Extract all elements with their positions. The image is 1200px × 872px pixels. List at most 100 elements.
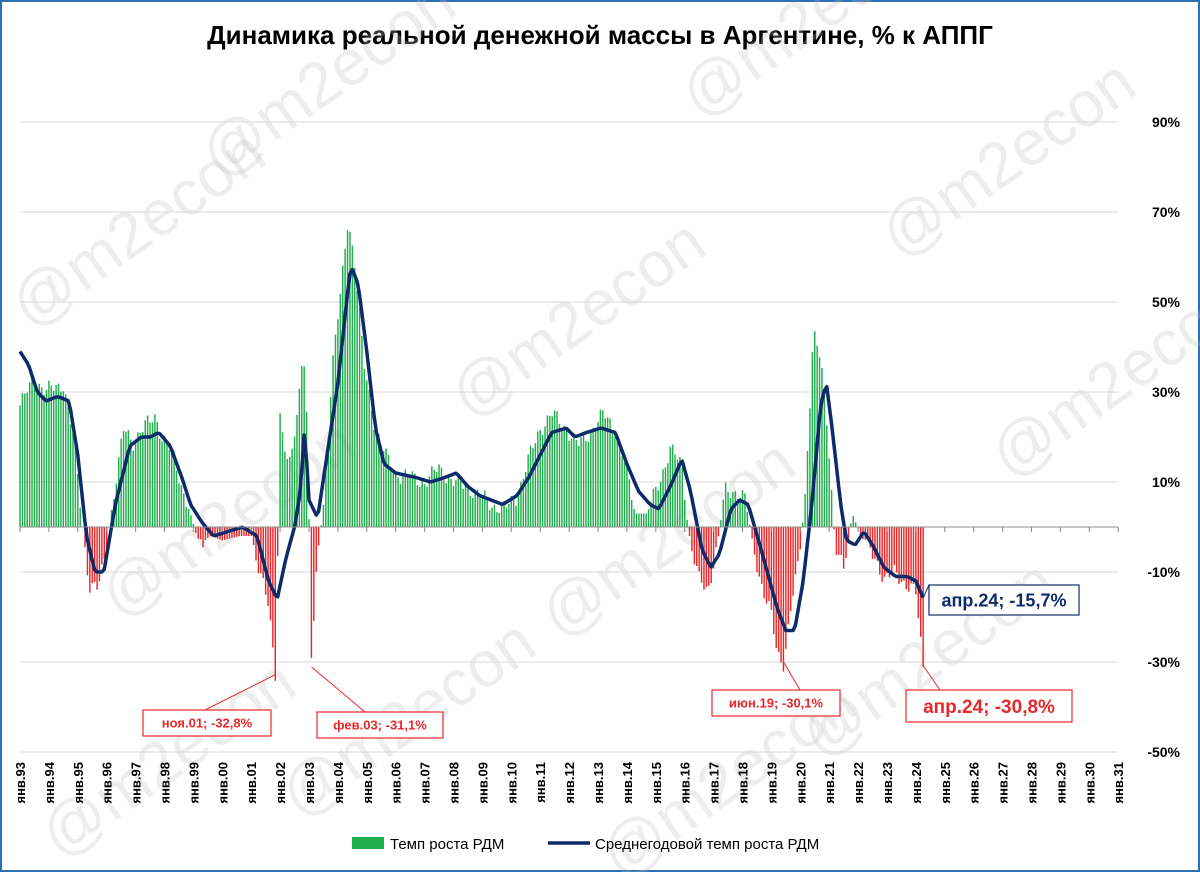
bar <box>777 527 780 652</box>
bar <box>683 499 686 527</box>
bar <box>146 415 149 527</box>
callout-box <box>316 711 444 739</box>
bar <box>739 498 741 527</box>
bar <box>404 469 407 527</box>
bar <box>609 418 611 527</box>
bar <box>696 527 698 567</box>
x-tick-label: янв.03 <box>302 762 317 804</box>
legend-line-label: Среднегодовой темп роста РДМ <box>595 836 819 853</box>
bar <box>378 433 380 527</box>
bar <box>838 527 840 555</box>
avg-growth-line <box>18 267 925 633</box>
bar <box>854 522 857 527</box>
bar <box>590 431 592 527</box>
x-tick-label: янв.28 <box>1025 762 1040 804</box>
bar <box>440 467 443 527</box>
y-tick-label: 50% <box>1152 294 1181 310</box>
bar <box>469 495 472 527</box>
x-tick-label: янв.31 <box>1111 762 1126 804</box>
bar <box>876 527 879 561</box>
watermark-text: @m2econ <box>667 0 948 131</box>
bar <box>421 480 423 527</box>
watermark-text: @m2econ <box>27 645 308 872</box>
bars-layer <box>19 230 924 681</box>
bar <box>818 357 821 527</box>
bar <box>780 527 782 663</box>
bar <box>797 527 799 562</box>
bar <box>358 307 361 527</box>
bar <box>84 527 86 547</box>
bar <box>166 442 168 527</box>
bar <box>445 483 447 527</box>
bar <box>433 469 435 527</box>
bar <box>734 491 736 527</box>
y-tick-label: 90% <box>1152 114 1181 130</box>
bar <box>36 388 38 527</box>
bar <box>60 391 62 527</box>
bar <box>313 527 315 621</box>
bar <box>869 527 871 548</box>
x-tick-label: янв.97 <box>129 762 144 804</box>
bar <box>830 489 833 527</box>
axis-layer: 90% 70% 50% 30% 10% -10% -30% -50% янв.93 янв.94 я… <box>13 114 1181 804</box>
bar <box>62 391 65 527</box>
bar <box>529 445 532 527</box>
bar <box>753 527 756 555</box>
bar <box>573 432 575 527</box>
bar <box>103 527 106 559</box>
x-tick-label: янв.13 <box>591 762 606 804</box>
bar <box>611 430 614 527</box>
bar <box>264 527 267 595</box>
bar <box>517 495 520 527</box>
bar <box>28 382 31 527</box>
bar <box>594 430 597 527</box>
bar <box>373 429 375 527</box>
bar <box>281 432 284 527</box>
bar <box>828 458 830 527</box>
bar <box>544 426 546 527</box>
bar <box>614 436 616 527</box>
bar <box>190 515 192 527</box>
bar <box>276 527 279 557</box>
bar <box>895 527 898 573</box>
x-tick-label: янв.09 <box>475 762 490 804</box>
bar <box>142 431 144 527</box>
bar <box>842 527 845 569</box>
bar <box>553 410 556 527</box>
x-tick-label: янв.96 <box>100 762 115 804</box>
bar <box>385 448 387 527</box>
bar <box>847 527 850 540</box>
bar <box>520 481 522 527</box>
bar <box>26 392 28 527</box>
bar <box>886 527 888 574</box>
bar <box>293 436 296 527</box>
bar <box>623 462 626 527</box>
bar <box>452 485 455 527</box>
bar <box>240 527 243 536</box>
bar <box>900 527 903 583</box>
bar <box>650 502 652 527</box>
x-tick-label: янв.98 <box>158 762 173 804</box>
bar <box>539 429 541 527</box>
bar <box>667 463 669 527</box>
bar <box>618 441 621 527</box>
bar <box>416 485 419 527</box>
bar <box>758 527 761 577</box>
bar <box>498 512 500 527</box>
x-tick-label: янв.27 <box>996 762 1011 804</box>
bar <box>161 441 163 527</box>
bar <box>69 424 72 527</box>
bar <box>50 385 53 527</box>
bar <box>522 478 525 527</box>
bar <box>262 527 264 578</box>
callout-leader <box>922 665 941 691</box>
bar <box>903 527 905 581</box>
bar <box>563 425 566 527</box>
bar <box>402 476 404 527</box>
bar <box>77 473 79 527</box>
bar <box>320 525 322 527</box>
callout-label: апр.24; -30,8% <box>923 697 1055 718</box>
callout-label: фев.03; -31,1% <box>333 718 427 733</box>
watermark-text: @m2econ <box>187 0 468 191</box>
bar <box>621 456 623 527</box>
